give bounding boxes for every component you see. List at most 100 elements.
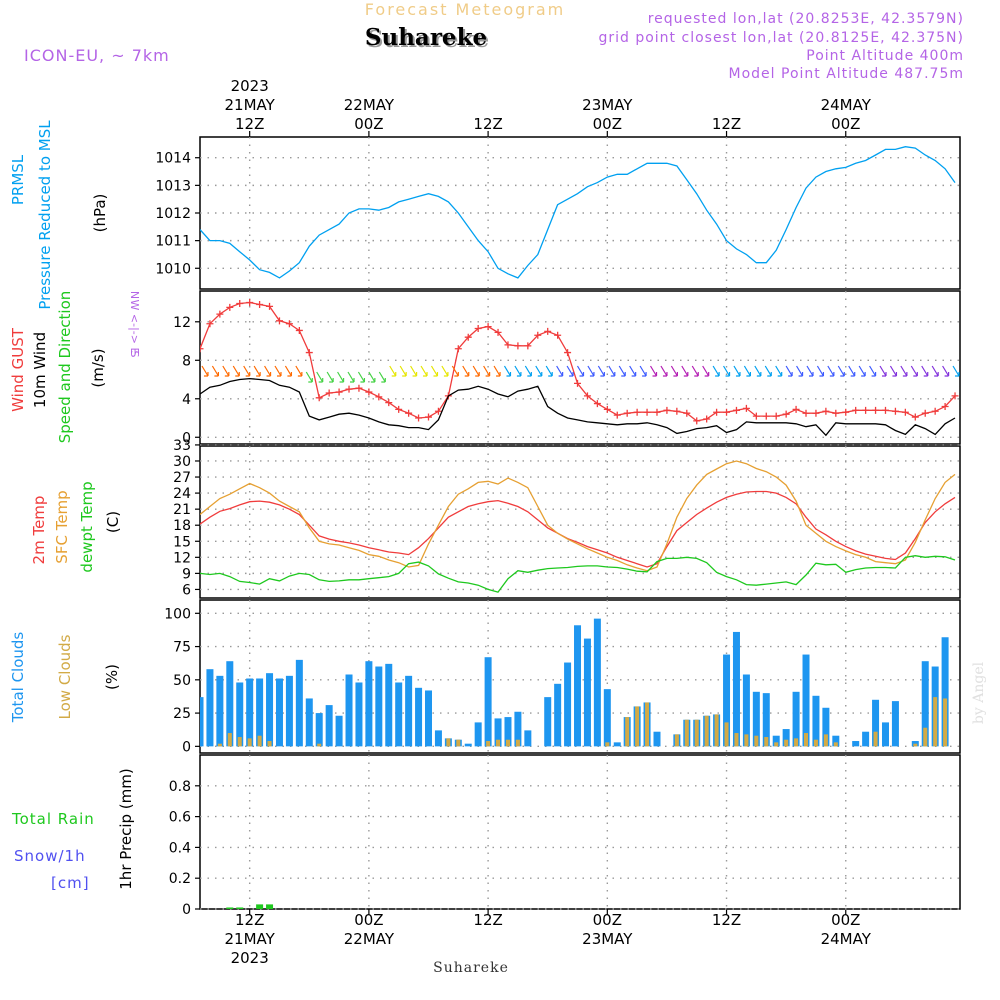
- total-cloud-bar: [474, 722, 482, 747]
- total-cloud-bar: [464, 743, 472, 747]
- gust-marker: [673, 407, 681, 415]
- gust-marker: [285, 320, 293, 328]
- wind-direction-arrow: [430, 365, 439, 377]
- wind-direction-arrow: [201, 365, 209, 377]
- y-tick-label: 0: [182, 902, 191, 918]
- panel-data: [200, 299, 959, 437]
- low-cloud-bar: [833, 742, 838, 747]
- y-tick-label: 24: [173, 486, 191, 502]
- wind-direction-arrow: [608, 365, 616, 377]
- low-cloud-bar: [913, 743, 918, 747]
- time-tick-label: 12Z: [712, 911, 741, 929]
- wind-direction-arrow: [629, 365, 637, 377]
- total-cloud-bar: [504, 717, 512, 747]
- wind-direction-arrow: [587, 365, 595, 377]
- wind-direction-arrow: [921, 365, 929, 377]
- low-cloud-bar: [635, 706, 640, 747]
- wind-direction-arrow: [462, 365, 470, 377]
- gust-marker: [852, 406, 860, 414]
- low-cloud-bar: [933, 697, 938, 747]
- wind-direction-arrow: [723, 365, 731, 377]
- gust-marker: [772, 412, 780, 420]
- low-cloud-bar: [744, 734, 749, 747]
- wind-direction-arrow: [764, 365, 772, 377]
- low-cloud-bar: [804, 733, 809, 747]
- total-cloud-bar: [852, 741, 860, 747]
- gust-marker: [663, 406, 671, 414]
- total-cloud-bar: [891, 701, 899, 747]
- gust-marker: [454, 345, 462, 353]
- precip-panel: Total Rain Snow/1h [cm] 1hr Precip (mm) …: [11, 754, 961, 918]
- wind-direction-arrow: [253, 365, 261, 377]
- total-cloud-bar: [762, 693, 770, 747]
- low-cloud-bar: [694, 719, 699, 747]
- total-cloud-bar: [832, 735, 840, 747]
- gust-marker: [295, 326, 303, 334]
- wind-direction-arrow: [556, 365, 564, 377]
- wind-direction-arrow: [816, 365, 825, 377]
- wind-direction-arrow: [733, 365, 741, 377]
- y-tick-label: 0.4: [169, 840, 191, 856]
- gust-marker: [872, 406, 880, 414]
- time-tick-label: 00Z: [831, 911, 860, 929]
- total-cloud-bar: [226, 661, 234, 747]
- total-cloud-bar: [355, 682, 363, 747]
- total-cloud-bar: [305, 698, 313, 747]
- wind-direction-arrow: [942, 365, 950, 377]
- total-cloud-bar: [256, 678, 264, 747]
- gust-marker: [862, 406, 870, 414]
- gust-marker: [494, 328, 502, 336]
- wind-direction-arrow: [837, 365, 845, 377]
- y-tick-label: 8: [182, 353, 191, 369]
- wind-direction-arrow: [389, 365, 397, 377]
- rain-bar: [226, 907, 234, 909]
- wind-direction-arrow: [483, 365, 491, 377]
- y-tick-label: 0: [182, 739, 191, 755]
- grid-point-coords: grid point closest lon,lat (20.8125E, 42…: [598, 30, 964, 46]
- time-tick-label: 00Z: [593, 911, 622, 929]
- wind-direction-arrow: [597, 365, 605, 377]
- requested-coords: requested lon,lat (20.8253E, 42.3579N): [648, 11, 964, 27]
- gust-marker: [514, 342, 522, 350]
- y-tick-label: 0.6: [169, 810, 191, 826]
- total-clouds-label: Total Clouds: [9, 632, 27, 724]
- low-cloud-bar: [645, 702, 650, 747]
- total-cloud-bar: [723, 654, 731, 747]
- gust-marker: [405, 409, 413, 417]
- time-tick-label: 00Z: [831, 115, 860, 133]
- total-cloud-bar: [802, 654, 810, 747]
- panel-frame: [199, 445, 961, 599]
- wind-direction-arrow: [639, 365, 647, 377]
- gust-marker: [375, 393, 383, 401]
- time-tick-label: 2023: [231, 77, 269, 95]
- wind-direction-arrow: [284, 365, 293, 377]
- time-tick-label: 22MAY: [344, 930, 395, 948]
- gust-marker: [593, 400, 601, 408]
- temp-unit-label: (C): [104, 511, 122, 533]
- gust-marker: [693, 417, 701, 425]
- low-cloud-bar: [684, 719, 689, 747]
- wind-direction-arrow: [681, 365, 689, 377]
- low-cloud-bar: [217, 743, 222, 747]
- total-cloud-bar: [484, 657, 492, 747]
- wind-direction-arrow: [827, 365, 835, 377]
- gust-marker: [723, 408, 731, 416]
- total-cloud-bar: [921, 661, 929, 747]
- gust-marker: [395, 405, 403, 413]
- gust-marker: [623, 409, 631, 417]
- model-label: ICON-EU, ~ 7km: [24, 46, 170, 65]
- wind-direction-arrow: [775, 365, 783, 377]
- total-cloud-bar: [941, 637, 949, 747]
- wind-direction-arrow: [357, 371, 366, 383]
- total-cloud-bar: [911, 741, 919, 747]
- total-cloud-bar: [772, 735, 780, 747]
- wind-direction-arrow: [691, 365, 699, 377]
- clouds-unit-label: (%): [103, 664, 121, 690]
- pressure-msl-label: Pressure Reduced to MSL: [36, 120, 54, 310]
- temperature-panel: 2m Temp SFC Temp dewpt Temp (C) 69121518…: [30, 438, 961, 599]
- wind-direction-arrow: [889, 365, 898, 377]
- low-cloud-bar: [794, 738, 799, 747]
- model-altitude: Model Point Altitude 487.75m: [729, 66, 964, 82]
- total-cloud-bar: [236, 682, 244, 747]
- total-cloud-bar: [415, 687, 423, 747]
